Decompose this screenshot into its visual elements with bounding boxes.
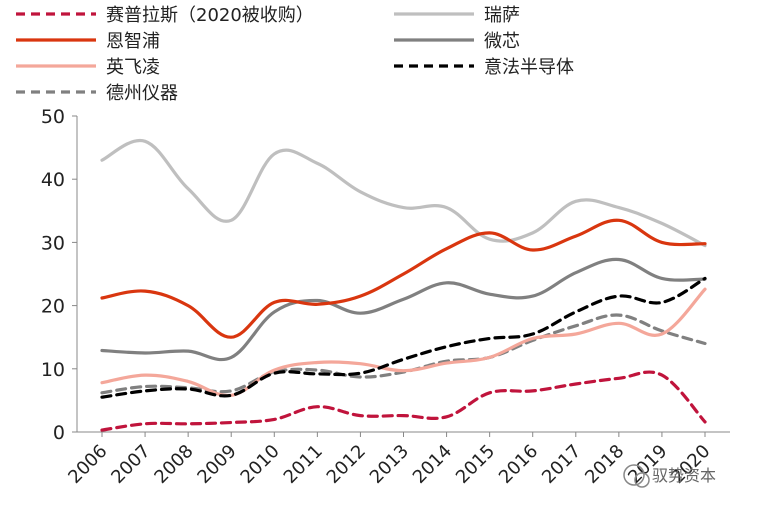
legend-label-6: 德州仪器 (106, 83, 178, 104)
x-axis: 2006200720082009201020112012201320142015… (64, 431, 730, 488)
y-tick-label: 20 (41, 296, 65, 318)
x-tick-label: 2006 (64, 441, 111, 488)
legend-label-5: 意法半导体 (484, 57, 574, 78)
y-tick-label: 30 (41, 232, 65, 254)
wechat-icon-inner (634, 472, 650, 488)
legend-label-0: 赛普拉斯（2020被收购） (106, 5, 314, 26)
x-tick-label: 2010 (237, 441, 284, 488)
y-tick-label: 50 (41, 106, 65, 128)
series-line-5 (100, 276, 707, 399)
x-tick-label: 2013 (366, 441, 413, 488)
x-tick-label: 2007 (107, 441, 154, 488)
wechat-icon (623, 464, 645, 486)
legend-label-3: 微芯 (484, 31, 520, 52)
watermark-text: 驭势资本 (652, 466, 716, 485)
series-line-4 (100, 287, 707, 398)
series-lines (100, 138, 707, 432)
y-tick-label: 0 (53, 422, 65, 444)
series-line-0 (100, 370, 707, 432)
y-tick-label: 40 (41, 169, 65, 191)
x-tick-label: 2017 (538, 441, 585, 488)
x-tick-label: 2014 (409, 441, 456, 488)
x-tick-label: 2018 (581, 441, 628, 488)
x-tick-label: 2012 (323, 441, 370, 488)
x-tick-label: 2011 (280, 441, 327, 488)
x-tick-label: 2009 (194, 441, 241, 488)
y-axis: 0 10 20 30 40 50 (41, 106, 78, 444)
legend-label-1: 瑞萨 (484, 5, 520, 26)
x-tick-label: 2008 (150, 441, 197, 488)
legend-label-4: 英飞凌 (106, 57, 160, 78)
x-tick-label: 2015 (452, 441, 499, 488)
series-line-1 (100, 138, 707, 248)
x-tick-label: 2016 (495, 441, 542, 488)
legend-label-2: 恩智浦 (106, 31, 160, 52)
series-line-2 (100, 218, 707, 339)
watermark: 驭势资本 (623, 464, 716, 488)
y-tick-label: 10 (41, 359, 65, 381)
series-line-3 (100, 257, 707, 362)
